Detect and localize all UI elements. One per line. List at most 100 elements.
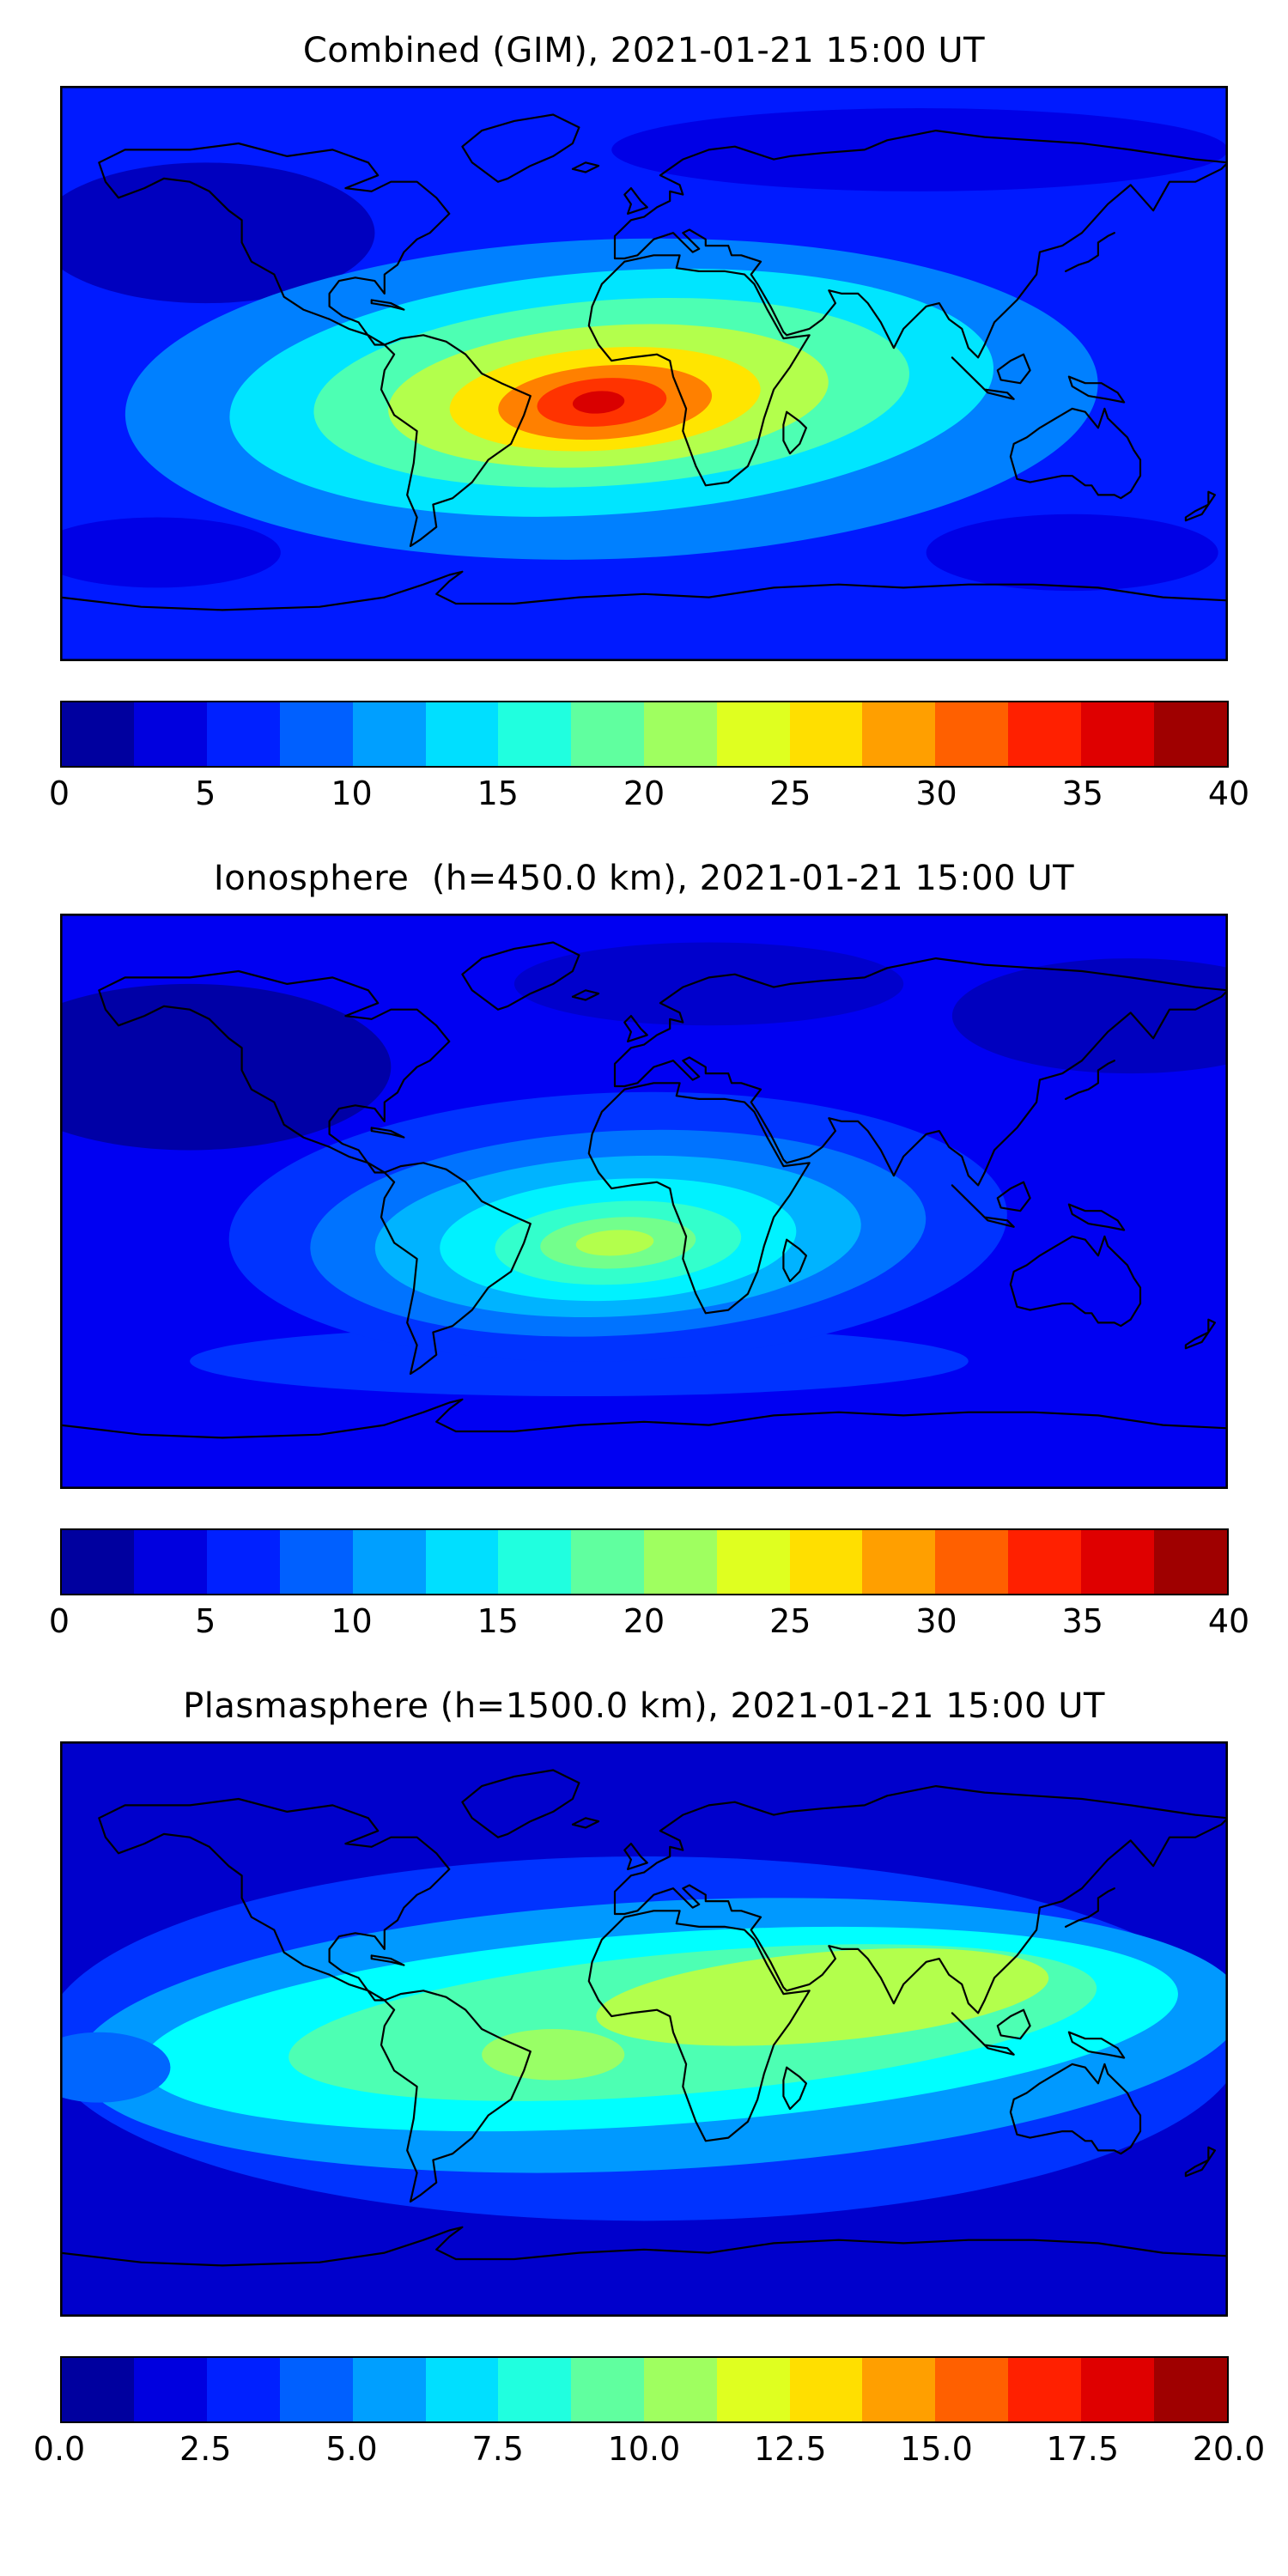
tick-label: 40 xyxy=(1207,775,1250,812)
coastline xyxy=(951,356,1015,400)
tick-label: 5.0 xyxy=(325,2430,378,2468)
coastline xyxy=(461,1769,580,1838)
panel-ionosphere: Ionosphere (h=450.0 km), 2021-01-21 15:0… xyxy=(49,859,1249,1647)
colorbar-segment xyxy=(716,2358,790,2421)
coastline xyxy=(60,570,1228,611)
colorbar-segment xyxy=(425,1530,499,1594)
panel-plasmasphere: Plasmasphere (h=1500.0 km), 2021-01-21 1… xyxy=(33,1686,1266,2475)
tick-label: 20 xyxy=(623,1602,665,1640)
colorbar-combined xyxy=(59,701,1229,768)
field-contour xyxy=(575,1230,654,1256)
colorbar-segment xyxy=(935,1530,1009,1594)
colorbar-segment xyxy=(644,702,717,766)
colorbar-segment xyxy=(716,1530,790,1594)
colorbar-segment xyxy=(352,702,426,766)
colorbar-segment xyxy=(571,2358,644,2421)
colorbar-ticks-plasmasphere: 0.0 2.5 5.0 7.5 10.0 12.5 15.0 17.5 20.0 xyxy=(33,2430,1266,2475)
colorbar-segment xyxy=(935,2358,1009,2421)
colorbar-ionosphere xyxy=(59,1528,1229,1595)
field-contour xyxy=(513,942,904,1026)
field-contour xyxy=(482,2029,625,2081)
coastline xyxy=(1067,2031,1126,2059)
coastline xyxy=(1065,232,1115,272)
coastline xyxy=(782,410,807,455)
coastline xyxy=(571,161,600,173)
tick-label: 10.0 xyxy=(607,2430,681,2468)
world-map-ionosphere xyxy=(59,914,1229,1489)
coastline xyxy=(380,1990,532,2203)
tick-label: 0 xyxy=(48,775,70,812)
colorbar-segment xyxy=(1153,1530,1227,1594)
colorbar-segment xyxy=(1008,702,1081,766)
coastline xyxy=(98,142,451,346)
coastline xyxy=(951,1184,1015,1228)
colorbar-ticks-combined: 0 5 10 15 20 25 30 35 40 xyxy=(49,775,1249,819)
coastline xyxy=(613,957,1228,1187)
colorbar-segment xyxy=(571,1530,644,1594)
field-contour xyxy=(572,391,625,414)
colorbar-segment xyxy=(279,702,353,766)
coastline xyxy=(623,1015,648,1042)
coastline xyxy=(1184,490,1216,522)
colorbar-segment xyxy=(571,702,644,766)
tick-label: 25 xyxy=(769,775,811,812)
coastline xyxy=(951,2012,1015,2056)
coastline xyxy=(587,254,811,487)
coastline xyxy=(1067,1203,1126,1231)
colorbar-segment xyxy=(498,702,572,766)
colorbar-segment xyxy=(789,2358,863,2421)
tick-label: 0.0 xyxy=(33,2430,86,2468)
tick-label: 20.0 xyxy=(1192,2430,1266,2468)
field-contour xyxy=(596,1947,1049,2046)
field-contour xyxy=(926,513,1218,592)
field-contour xyxy=(611,108,1228,191)
coastline xyxy=(461,941,580,1011)
field-contour xyxy=(60,983,392,1151)
coastline xyxy=(782,2066,807,2111)
tick-label: 30 xyxy=(915,1602,957,1640)
coastline xyxy=(1184,2146,1216,2178)
colorbar-segment xyxy=(862,1530,936,1594)
figure: Combined (GIM), 2021-01-21 15:00 UT 0 5 10… xyxy=(33,31,1266,2475)
coastline xyxy=(587,1910,811,2142)
coastline xyxy=(996,2008,1031,2040)
coastline xyxy=(1065,1060,1115,1100)
coastline xyxy=(98,969,451,1174)
coastline xyxy=(782,1238,807,1283)
colorbar-segment xyxy=(644,1530,717,1594)
tick-label: 40 xyxy=(1207,1602,1250,1640)
colorbar-segment xyxy=(498,1530,572,1594)
colorbar-segment xyxy=(935,702,1009,766)
colorbar-segment xyxy=(1008,2358,1081,2421)
tick-label: 25 xyxy=(769,1602,811,1640)
coastline xyxy=(98,1797,451,2002)
world-map-plasmasphere xyxy=(59,1741,1229,2317)
panel-title-combined: Combined (GIM), 2021-01-21 15:00 UT xyxy=(302,31,986,70)
world-map-combined xyxy=(59,86,1229,661)
panel-combined: Combined (GIM), 2021-01-21 15:00 UT 0 5 10… xyxy=(49,31,1249,819)
panel-title-ionosphere: Ionosphere (h=450.0 km), 2021-01-21 15:0… xyxy=(213,859,1075,898)
colorbar-segment xyxy=(716,702,790,766)
tick-label: 5 xyxy=(195,1602,216,1640)
colorbar-segment xyxy=(134,702,208,766)
coastline xyxy=(571,989,600,1001)
colorbar-segment xyxy=(789,702,863,766)
panel-title-plasmasphere: Plasmasphere (h=1500.0 km), 2021-01-21 1… xyxy=(183,1686,1105,1726)
coastline xyxy=(623,1843,648,1870)
tick-label: 35 xyxy=(1061,775,1103,812)
colorbar-segment xyxy=(1153,702,1227,766)
tick-label: 2.5 xyxy=(179,2430,232,2468)
map-frame xyxy=(59,1741,1229,2317)
colorbar-segment xyxy=(425,2358,499,2421)
colorbar-segment xyxy=(61,702,135,766)
tick-label: 5 xyxy=(195,775,216,812)
coastline xyxy=(996,1181,1031,1212)
coastline xyxy=(996,353,1031,385)
colorbar-plasmasphere xyxy=(59,2356,1229,2423)
coastline xyxy=(1065,1887,1115,1928)
colorbar-segment xyxy=(644,2358,717,2421)
colorbar-segment xyxy=(279,2358,353,2421)
coastline xyxy=(1009,1235,1142,1327)
colorbar-segment xyxy=(352,1530,426,1594)
colorbar-segment xyxy=(1080,702,1154,766)
